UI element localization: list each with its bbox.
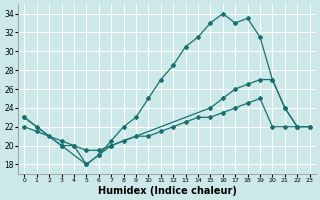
- X-axis label: Humidex (Indice chaleur): Humidex (Indice chaleur): [98, 186, 236, 196]
